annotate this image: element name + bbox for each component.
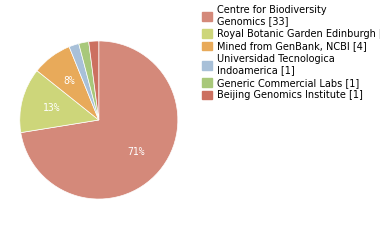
Wedge shape: [69, 43, 99, 120]
Wedge shape: [79, 42, 99, 120]
Wedge shape: [20, 71, 99, 133]
Text: 13%: 13%: [43, 102, 60, 113]
Text: 71%: 71%: [127, 147, 145, 157]
Wedge shape: [89, 41, 99, 120]
Legend: Centre for Biodiversity
Genomics [33], Royal Botanic Garden Edinburgh [6], Mined: Centre for Biodiversity Genomics [33], R…: [203, 5, 380, 100]
Wedge shape: [21, 41, 178, 199]
Wedge shape: [37, 47, 99, 120]
Text: 8%: 8%: [63, 76, 75, 86]
